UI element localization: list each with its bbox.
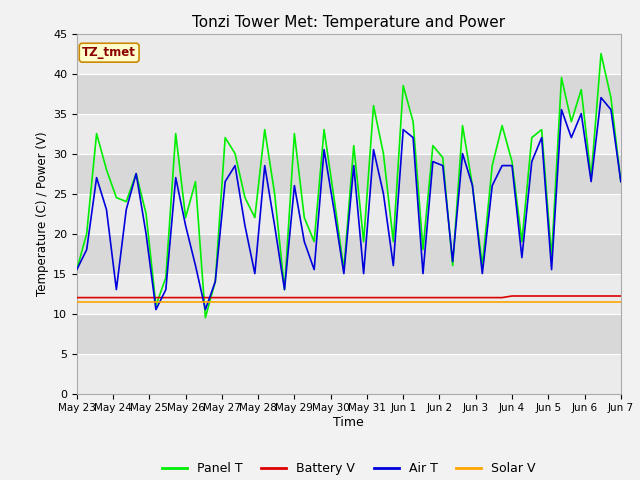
Title: Tonzi Tower Met: Temperature and Power: Tonzi Tower Met: Temperature and Power	[192, 15, 506, 30]
Y-axis label: Temperature (C) / Power (V): Temperature (C) / Power (V)	[36, 132, 49, 296]
Bar	[77, 234, 621, 274]
Bar	[77, 73, 621, 114]
Bar	[77, 313, 621, 354]
X-axis label: Time: Time	[333, 416, 364, 429]
Bar	[77, 154, 621, 193]
Text: TZ_tmet: TZ_tmet	[82, 46, 136, 59]
Legend: Panel T, Battery V, Air T, Solar V: Panel T, Battery V, Air T, Solar V	[157, 457, 541, 480]
